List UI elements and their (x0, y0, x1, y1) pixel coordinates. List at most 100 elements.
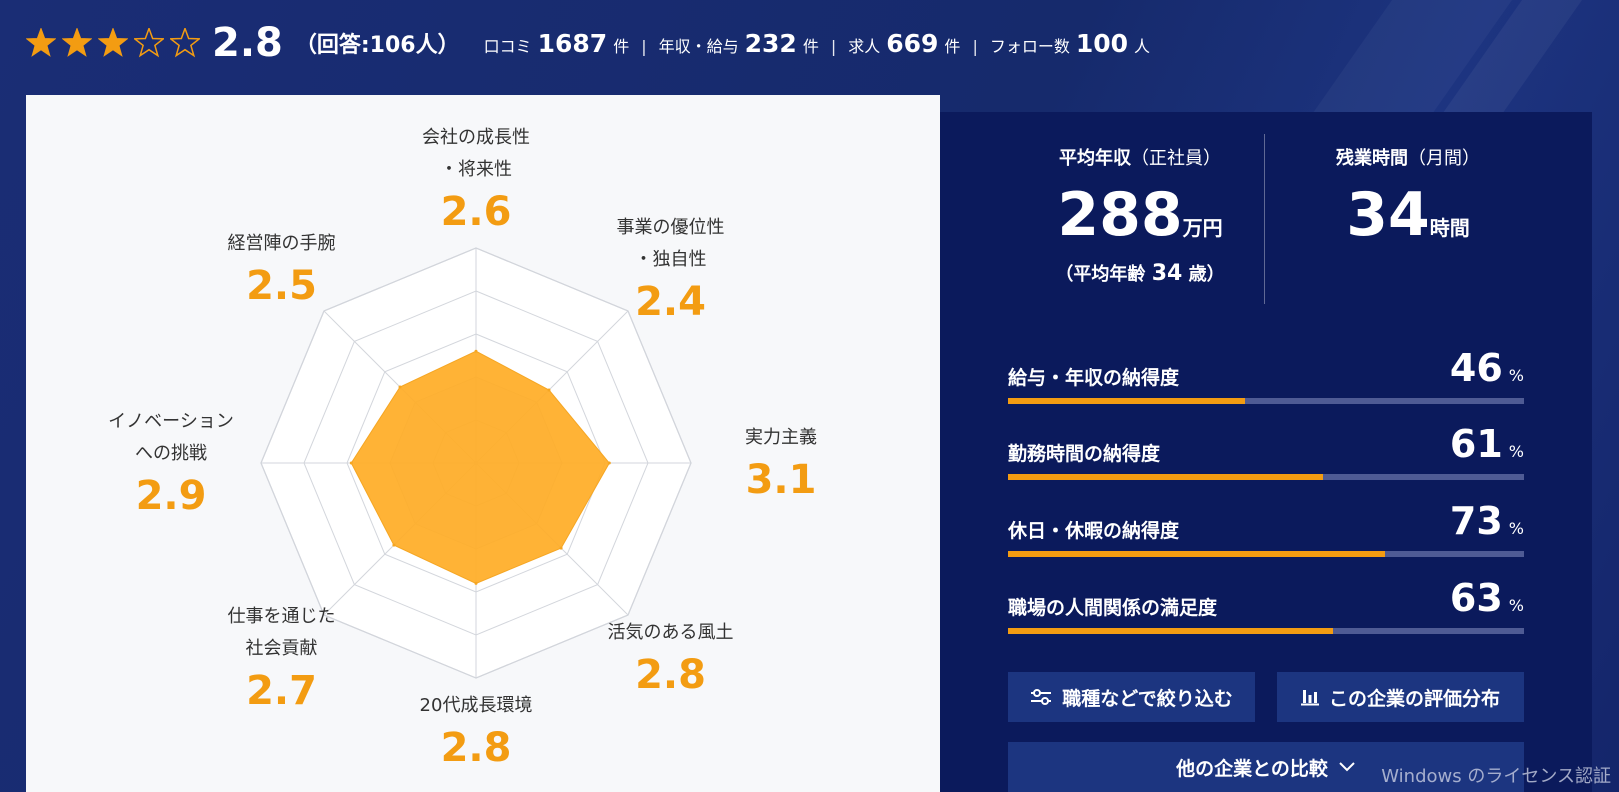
radar-axis-label-line: 活気のある風土 (607, 621, 734, 643)
stat-label: 求人 (848, 36, 881, 56)
stat-item[interactable]: 求人 669 件 (848, 29, 960, 58)
stat-unit: 件 (802, 36, 819, 56)
stat-label: 年収・給与 (658, 36, 739, 56)
overtime-box: 残業時間（月間） 34時間 (1268, 112, 1548, 250)
overtime-title: 残業時間 (1336, 148, 1408, 169)
star-filled-icon (62, 28, 92, 57)
bar-chart-icon (1300, 690, 1319, 706)
summary-panel: 平均年収（正社員） 288万円 （平均年齢 34 歳） 残業時間（月間） 34時… (940, 112, 1592, 792)
stat-unit: 人 (1134, 36, 1151, 56)
rating-stars (26, 28, 200, 58)
salary-unit: 万円 (1182, 216, 1223, 240)
radar-axis-label-line: ・独自性 (634, 248, 707, 270)
windows-activation-watermark: Windows のライセンス認証 (1381, 766, 1611, 787)
metric-label: 勤務時間の納得度 (1008, 443, 1161, 465)
average-salary-box: 平均年収（正社員） 288万円 （平均年齢 34 歳） (1000, 112, 1280, 286)
rating-distribution-button[interactable]: この企業の評価分布 (1277, 672, 1524, 722)
radar-axis-value: 2.9 (135, 473, 207, 519)
age-suffix: 歳） (1188, 264, 1225, 285)
company-rating-header: 2.8 （回答:106人） 口コミ 1687 件 | 年収・給与 232 件 | 求人 669 件 |… (26, 18, 1150, 68)
metric-progress-bar (1008, 628, 1524, 634)
radar-axis-label-line: イノベーション (108, 411, 234, 432)
stats-row: 口コミ 1687 件 | 年収・給与 232 件 | 求人 669 件 | フォロー数 100 人 (484, 29, 1150, 58)
radar-axis-value: 2.6 (440, 189, 512, 235)
radar-axis-value: 2.4 (635, 278, 706, 325)
filter-by-job-button[interactable]: 職種などで絞り込む (1008, 672, 1255, 722)
radar-axis-value: 2.7 (246, 667, 317, 714)
metric-label: 職場の人間関係の満足度 (1008, 597, 1218, 619)
salary-title: 平均年収 (1059, 148, 1131, 169)
metric-progress-bar (1008, 551, 1524, 557)
stat-item[interactable]: フォロー数 100 人 (990, 29, 1150, 58)
radar-axis-value: 2.5 (246, 262, 317, 309)
stat-label: 口コミ (483, 36, 532, 56)
radar-axis-label-line: への挑戦 (134, 443, 207, 464)
radar-data-point (607, 461, 611, 465)
stat-value: 232 (744, 28, 797, 58)
radar-data-point (392, 543, 396, 547)
radar-axis-label-line: 経営陣の手腕 (227, 232, 336, 254)
filter-button-label: 職種などで絞り込む (1062, 687, 1233, 710)
radar-data-point (559, 546, 563, 550)
metric-label: 休日・休暇の納得度 (1008, 520, 1180, 542)
overall-score: 2.8 (212, 20, 283, 66)
metric-value: 61 (1449, 422, 1503, 466)
satisfaction-metric: 休日・休暇の納得度 73% (1008, 497, 1524, 557)
respondent-count: （回答:106人） (294, 33, 460, 58)
metric-unit: % (1508, 519, 1524, 538)
metric-progress-fill (1008, 628, 1334, 634)
kpi-divider (1264, 134, 1265, 304)
stat-value: 1687 (537, 28, 608, 58)
metric-progress-fill (1008, 474, 1323, 480)
radar-data-point (398, 385, 402, 389)
radar-axis-label: 事業の優位性 ・独自性 (617, 212, 725, 276)
stat-label: フォロー数 (989, 36, 1070, 56)
age-prefix: （平均年齢 (1055, 264, 1146, 285)
star-filled-icon (98, 28, 128, 57)
star-outline-icon (134, 28, 164, 58)
radar-axis-label: 実力主義 (745, 422, 817, 454)
metric-progress-fill (1008, 551, 1385, 557)
stat-item[interactable]: 年収・給与 232 件 (659, 29, 819, 58)
overtime-qualifier: （月間） (1408, 148, 1480, 169)
stat-separator: | (830, 36, 837, 56)
radar-data-point (474, 581, 478, 585)
radar-axis-value: 2.8 (440, 725, 512, 771)
metric-value: 73 (1449, 499, 1503, 543)
radar-axis-label: 経営陣の手腕 (228, 228, 336, 260)
radar-data-point (474, 349, 478, 353)
metric-value: 63 (1449, 576, 1503, 620)
average-age: 34 (1151, 261, 1183, 286)
satisfaction-metric: 勤務時間の納得度 61% (1008, 420, 1524, 480)
satisfaction-metric: 給与・年収の納得度 46% (1008, 344, 1524, 404)
stat-value: 100 (1075, 28, 1129, 58)
stat-separator: | (641, 36, 647, 56)
metric-value-group: 63% (1450, 576, 1524, 620)
radar-chart (260, 247, 692, 679)
star-outline-icon (170, 28, 200, 58)
stat-separator: | (972, 36, 978, 56)
radar-data-point (547, 388, 551, 392)
radar-axis-label-line: ・将来性 (440, 159, 512, 180)
compare-companies-button[interactable]: 他の企業との比較 (1008, 742, 1524, 792)
overtime-value: 34 (1346, 180, 1430, 250)
radar-axis-label: 仕事を通じた 社会貢献 (228, 601, 336, 665)
radar-axis-label-line: 会社の成長性 (422, 127, 530, 148)
metric-unit: % (1508, 596, 1524, 615)
radar-axis-label: 20代成長環境 (420, 690, 533, 722)
radar-data-point (349, 461, 353, 465)
radar-axis-label-line: 20代成長環境 (419, 695, 533, 716)
metric-value-group: 61% (1450, 422, 1524, 466)
star-filled-icon (26, 28, 56, 57)
chevron-down-icon (1339, 762, 1355, 772)
salary-qualifier: （正社員） (1131, 148, 1221, 169)
metric-value-group: 46% (1450, 346, 1524, 390)
stat-value: 669 (886, 28, 939, 58)
metric-value: 46 (1449, 346, 1503, 390)
metric-progress-fill (1008, 398, 1246, 404)
stat-item[interactable]: 口コミ 1687 件 (484, 29, 630, 58)
metric-progress-bar (1008, 474, 1524, 480)
radar-axis-label: 活気のある風土 (608, 617, 734, 649)
distribution-button-label: この企業の評価分布 (1328, 687, 1500, 710)
metric-unit: % (1508, 366, 1524, 385)
